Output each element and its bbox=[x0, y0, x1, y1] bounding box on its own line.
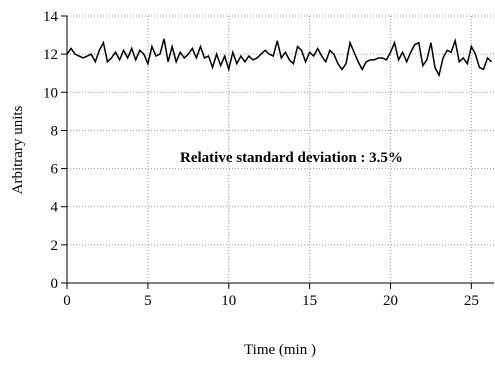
x-tick-label: 15 bbox=[302, 293, 317, 309]
y-axis-label: Arbitrary units bbox=[10, 105, 26, 194]
x-tick-label: 20 bbox=[383, 293, 398, 309]
y-tick-label: 12 bbox=[43, 47, 58, 63]
x-axis-label: Time (min ) bbox=[244, 342, 316, 358]
y-tick-label: 0 bbox=[51, 276, 59, 292]
y-tick-label: 14 bbox=[43, 9, 59, 25]
x-tick-label: 5 bbox=[144, 293, 152, 309]
data-line bbox=[66, 37, 493, 78]
x-tick-label: 25 bbox=[464, 293, 479, 309]
x-tick-label: 10 bbox=[221, 293, 236, 309]
y-tick-label: 10 bbox=[43, 85, 58, 101]
y-tick-label: 4 bbox=[51, 200, 59, 216]
x-tick-label: 0 bbox=[63, 293, 71, 309]
annotation: Relative standard deviation : 3.5% bbox=[180, 150, 403, 166]
y-tick-label: 8 bbox=[51, 123, 59, 139]
y-tick-label: 2 bbox=[51, 238, 59, 254]
y-tick-label: 6 bbox=[51, 162, 59, 178]
